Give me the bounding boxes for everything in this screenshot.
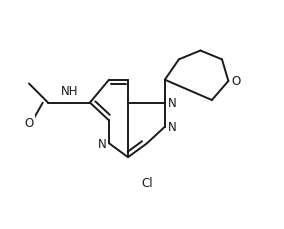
Text: O: O bbox=[25, 117, 34, 130]
Text: Cl: Cl bbox=[141, 177, 153, 189]
Text: NH: NH bbox=[61, 85, 78, 98]
Text: N: N bbox=[168, 121, 177, 134]
Text: O: O bbox=[232, 75, 241, 88]
Text: N: N bbox=[168, 97, 177, 110]
Text: N: N bbox=[98, 137, 106, 150]
